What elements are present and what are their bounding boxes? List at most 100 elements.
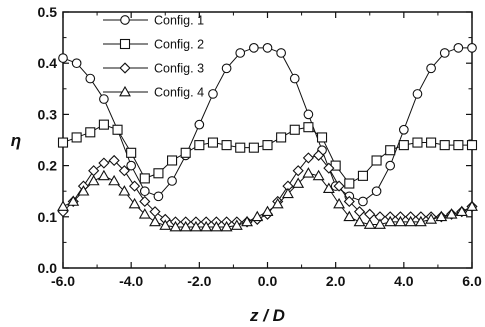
x-tick-label: 2.0 [326,273,346,289]
data-point [194,119,205,130]
data-point [139,186,150,197]
data-point [207,137,219,148]
data-point [138,208,151,219]
data-point [251,210,264,222]
x-tick-label: 0.0 [258,273,278,289]
data-point [453,140,464,151]
data-point [357,170,368,181]
data-point [385,160,396,171]
data-point [98,157,110,169]
data-point [112,124,123,135]
legend-label: Config. 1 [154,14,204,28]
data-point [439,48,450,58]
data-point [67,195,80,206]
data-point [289,124,300,135]
data-point [261,205,274,217]
x-tick-label: -2.0 [187,273,211,289]
data-point [262,140,273,151]
y-tick-label: 0.4 [38,55,58,71]
data-point [302,167,315,178]
data-point [189,220,202,232]
data-point [248,142,259,153]
data-point [353,215,366,227]
data-point [180,147,191,158]
data-point [153,191,164,202]
data-point [57,200,69,211]
x-axis-label: z / D [249,306,285,325]
data-point [169,220,182,232]
legend-marker [119,85,131,97]
data-point [118,185,131,196]
data-point [230,219,243,230]
y-axis: 0.0 0.1 0.2 0.3 0.4 0.5 [38,4,472,276]
legend-item: Config. 1 [103,14,204,28]
data-point [271,197,284,209]
series-square [57,119,478,189]
data-point [97,169,110,181]
data-point [358,196,368,207]
y-tick-label: 0.5 [38,4,58,20]
data-point [77,185,90,196]
data-point [139,173,150,184]
data-point [128,197,141,209]
data-point [126,160,137,171]
data-point [179,220,192,232]
legend-item: Config. 4 [103,86,204,100]
data-point [98,119,109,130]
data-point [292,165,304,177]
data-point [425,213,438,224]
data-point [302,152,314,164]
data-point [249,42,259,53]
legend-item: Config. 3 [103,62,204,76]
data-point [313,149,325,161]
data-point [394,215,407,227]
data-point [343,210,356,222]
data-point [333,197,346,209]
y-axis-label: η [11,131,21,150]
y-tick-label: 0.1 [38,209,58,225]
data-point [303,122,314,133]
data-point [71,58,82,69]
data-point [88,165,100,177]
legend-marker [119,62,131,74]
data-point [241,215,253,227]
x-tick-label: -6.0 [51,273,75,289]
data-point [404,215,417,227]
data-point [128,180,141,192]
y-tick-label: 0.0 [38,260,58,276]
data-point [85,73,96,84]
data-point [426,137,437,148]
legend: Config. 1 Config. 2 Config. 3 Config. 4 [103,14,204,100]
legend-item: Config. 2 [103,38,204,52]
data-point [371,155,382,166]
data-point [221,140,232,151]
data-point [149,215,161,227]
data-point [58,53,68,63]
data-point [118,165,130,177]
data-point [364,208,376,220]
data-point [435,210,448,222]
data-point [445,208,458,219]
data-point [276,48,286,58]
data-point [108,174,121,186]
data-point [235,48,246,58]
series-group [57,42,478,232]
x-tick-label: -4.0 [119,273,143,289]
data-point [312,169,325,181]
data-point [344,178,355,189]
data-point [289,73,300,84]
data-point [363,218,376,229]
data-point [453,42,464,53]
data-point [374,218,386,229]
data-point [210,220,223,232]
data-point [426,63,436,74]
data-point [57,137,69,148]
legend-marker [120,15,130,25]
data-point [220,220,233,232]
data-point [455,205,468,217]
data-point [316,132,328,143]
data-point [108,154,120,167]
data-point [322,182,335,193]
data-point [153,168,164,179]
data-point [262,42,273,53]
